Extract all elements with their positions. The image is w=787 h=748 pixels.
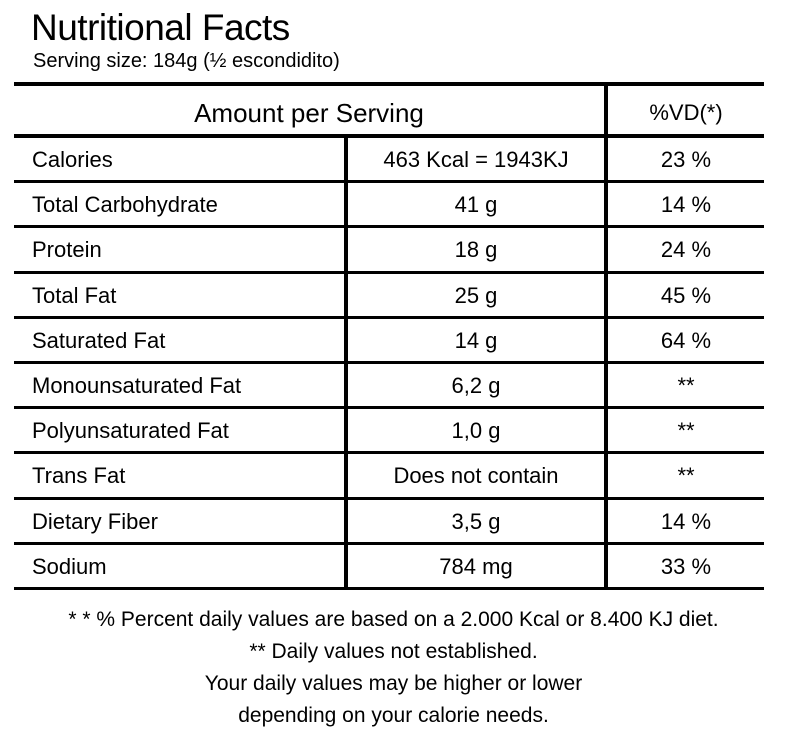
row-amount: 41 g [454, 192, 498, 218]
row-daily-value: 24 % [660, 237, 712, 263]
row-divider [14, 541, 764, 545]
row-divider [14, 225, 764, 229]
row-amount: 1,0 g [451, 418, 501, 444]
row-daily-value: 14 % [660, 192, 712, 218]
footnote-line: * * % Percent daily values are based on … [68, 608, 719, 631]
footnotes: * * % Percent daily values are based on … [0, 604, 787, 732]
row-divider [14, 496, 764, 500]
row-amount: 25 g [454, 282, 498, 308]
row-amount: 18 g [454, 237, 498, 263]
row-amount: 3,5 g [451, 508, 501, 534]
row-nutrient-name: Saturated Fat [32, 327, 166, 353]
row-divider [14, 270, 764, 274]
header-daily-value: %VD(*) [649, 100, 723, 125]
row-amount: Does not contain [393, 463, 559, 489]
row-daily-value: ** [677, 463, 695, 489]
serving-size: Serving size: 184g (½ escondidito) [33, 50, 340, 72]
row-divider [14, 180, 764, 184]
row-divider [14, 587, 764, 590]
row-daily-value: 33 % [660, 553, 712, 579]
vd-column-divider [604, 82, 608, 590]
row-divider [14, 361, 764, 364]
row-amount: 463 Kcal = 1943KJ [383, 147, 569, 172]
row-nutrient-name: Calories [32, 147, 113, 172]
row-amount: 14 g [454, 327, 498, 353]
page-title: Nutritional Facts [31, 7, 290, 48]
row-daily-value: 64 % [660, 327, 712, 353]
row-amount: 6,2 g [451, 373, 501, 398]
row-nutrient-name: Polyunsaturated Fat [32, 418, 229, 444]
header-amount-per-serving: Amount per Serving [194, 98, 424, 128]
footnote-line: depending on your calorie needs. [238, 704, 549, 727]
footnote-line: Your daily values may be higher or lower [204, 672, 583, 695]
row-daily-value: 45 % [660, 282, 712, 308]
header-bottom-border [14, 134, 764, 138]
footnote-line: ** Daily values not established. [249, 640, 538, 663]
row-amount: 784 mg [439, 553, 513, 579]
row-nutrient-name: Protein [32, 237, 102, 263]
row-nutrient-name: Trans Fat [32, 463, 126, 489]
row-divider [14, 406, 764, 410]
row-daily-value: 23 % [660, 147, 712, 172]
row-nutrient-name: Total Carbohydrate [32, 192, 218, 218]
row-nutrient-name: Sodium [32, 553, 107, 579]
row-daily-value: 14 % [660, 508, 712, 534]
row-nutrient-name: Total Fat [32, 282, 117, 308]
row-daily-value: ** [677, 373, 695, 398]
row-divider [14, 451, 764, 455]
row-nutrient-name: Dietary Fiber [32, 508, 158, 534]
row-daily-value: ** [677, 418, 695, 444]
table-top-border [14, 82, 764, 86]
row-divider [14, 315, 764, 319]
row-nutrient-name: Monounsaturated Fat [32, 373, 242, 398]
